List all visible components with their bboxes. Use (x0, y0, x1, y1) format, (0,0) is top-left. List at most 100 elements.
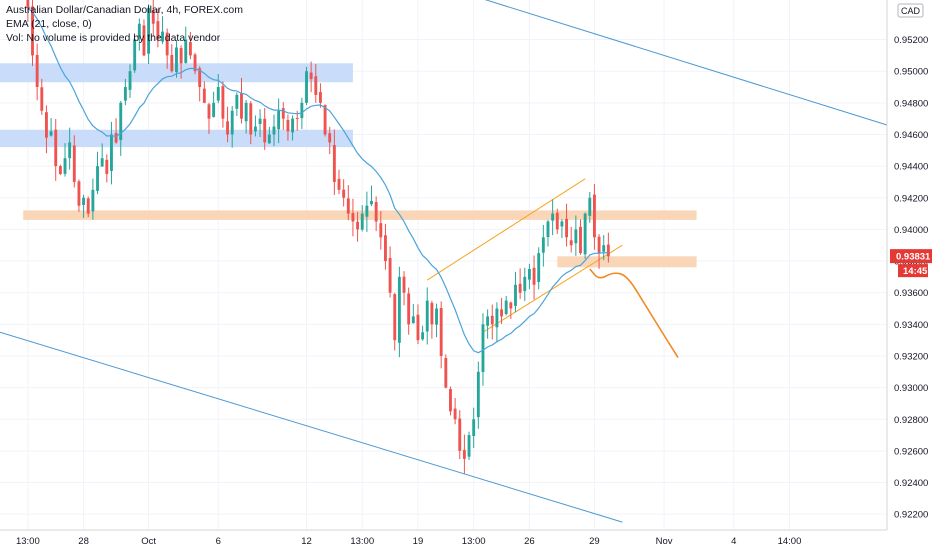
projection-path (589, 268, 679, 358)
candle-body (569, 240, 573, 246)
candle-body (453, 408, 457, 420)
candle-body (82, 197, 86, 205)
candle-body (212, 102, 216, 117)
candle-body (96, 166, 99, 191)
candle-body (379, 223, 383, 238)
ema-indicator-label[interactable]: EMA (21, close, 0) (6, 18, 92, 30)
candle-body (574, 229, 578, 244)
time-axis[interactable]: 13:00 28 Oct 6 12 13:00 19 13:00 26 29 Nov 4 14:00 (16, 536, 801, 547)
price-tick-label: 0.93200 (894, 351, 928, 362)
candle-body (100, 158, 104, 167)
currency-badge[interactable]: CAD (897, 3, 924, 18)
candle-body (114, 133, 118, 143)
candle-body (346, 198, 350, 214)
time-tick-label: 13:00 (16, 536, 40, 547)
candle-body (342, 189, 346, 198)
price-tick-label: 0.93400 (894, 320, 928, 331)
candle-body (184, 39, 188, 63)
candle-body (226, 121, 229, 135)
price-tick-label: 0.95200 (894, 35, 928, 46)
candle-body (421, 332, 425, 340)
candle-body (123, 87, 127, 101)
time-tick-label: 4 (731, 536, 736, 547)
candle-body (281, 108, 285, 119)
rising-channel-line (426, 178, 586, 281)
ema-polyline (27, 7, 609, 354)
price-tick-label: 0.92600 (894, 446, 928, 457)
time-tick-label: 12 (301, 536, 312, 547)
candle-body (500, 309, 503, 317)
ema-line (27, 7, 609, 354)
candle-body (244, 102, 248, 122)
candle-body (31, 6, 34, 56)
candle-body (165, 32, 169, 56)
candle-body (40, 87, 44, 111)
candle-body (606, 244, 610, 257)
candle-body (305, 71, 308, 103)
time-tick-label: 6 (216, 536, 221, 547)
candle-body (77, 181, 81, 206)
candle-body (133, 39, 137, 71)
candle-body (267, 134, 271, 144)
candle-body (597, 236, 601, 254)
candle-body (179, 48, 183, 64)
candle-body (592, 194, 596, 238)
time-tick-label: 26 (524, 536, 535, 547)
candle-body (351, 212, 355, 222)
candle-body (277, 110, 281, 130)
candle-body (26, 0, 30, 8)
candle-body (588, 197, 592, 216)
candle-body (486, 316, 490, 326)
candle-body (137, 23, 141, 37)
candle-body (458, 418, 462, 451)
candle-body (583, 213, 587, 255)
candle-body (193, 54, 197, 72)
candle-body (476, 371, 480, 418)
candle-body (142, 25, 146, 56)
candle-body (309, 72, 313, 80)
candle-body (161, 31, 164, 42)
candle-body (230, 110, 234, 135)
projection-curve (589, 268, 679, 358)
candle-body (356, 221, 360, 230)
price-tick-label: 0.92400 (894, 478, 928, 489)
candle-body (72, 145, 76, 182)
candle-body (425, 300, 429, 332)
candle-body (323, 105, 327, 135)
candle-body (147, 7, 151, 54)
candle-body (68, 142, 72, 159)
candle-body (393, 294, 397, 341)
time-tick-label: 14:00 (778, 536, 802, 547)
candle-body (151, 10, 155, 24)
candle-body (253, 126, 257, 132)
candle-body (504, 300, 508, 315)
time-tick-label: 13:00 (462, 536, 486, 547)
symbol-title[interactable]: Australian Dollar/Canadian Dollar, 4h, F… (6, 4, 243, 16)
candle-body (240, 93, 243, 119)
candle-body (555, 212, 559, 230)
candle-body (546, 221, 550, 238)
candle-body (541, 237, 545, 253)
orange-zone (557, 256, 697, 268)
candle-body (54, 129, 58, 167)
candle-body (388, 258, 392, 293)
candle-body (128, 71, 132, 90)
candle-body (365, 205, 369, 217)
candle-body (110, 134, 113, 171)
volume-indicator-label[interactable]: Vol: No volume is provided by the data v… (6, 32, 221, 44)
time-tick-label: 28 (78, 536, 89, 547)
currency-label: CAD (901, 6, 921, 16)
candle-body (300, 102, 304, 119)
time-axis-background (0, 530, 932, 550)
candle-body (551, 213, 555, 221)
candle-body (170, 54, 174, 72)
candle-body (509, 302, 513, 309)
candle-body (518, 283, 522, 293)
candle-body (444, 358, 448, 388)
price-tick-label: 0.93000 (894, 383, 928, 394)
candle-body (207, 104, 211, 119)
channel-line (0, 331, 623, 523)
candle-body (579, 226, 582, 254)
candle-body (467, 435, 471, 457)
